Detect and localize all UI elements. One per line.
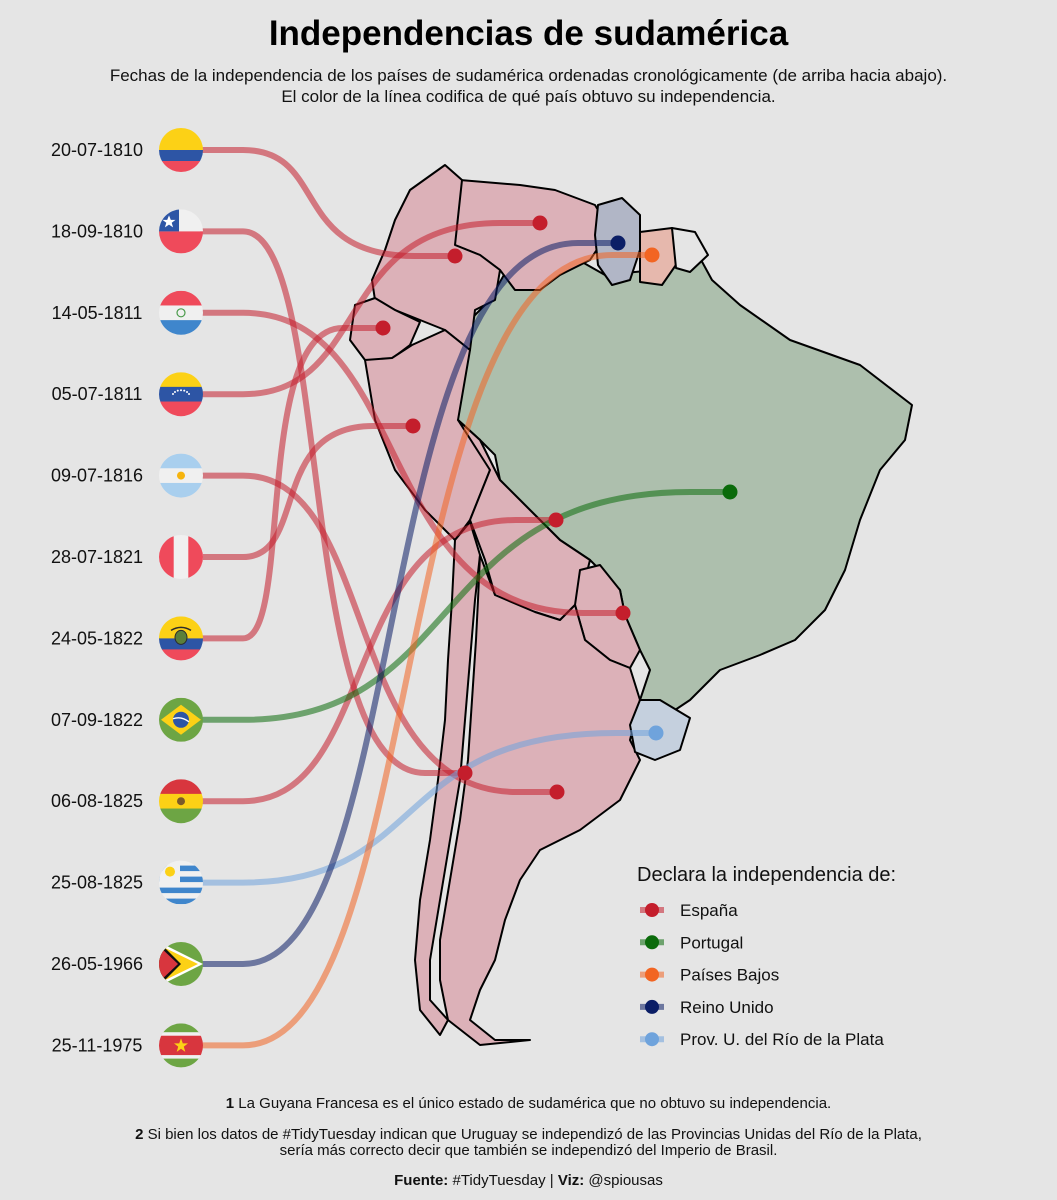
date-labels: 20-07-1810 18-09-1810 14-05-1811 05-07-1811… xyxy=(51,140,143,1055)
legend-label: Portugal xyxy=(680,933,743,952)
date-label: 07-09-1822 xyxy=(51,710,143,730)
source-label: Fuente: xyxy=(394,1172,449,1189)
legend-item: Reino Unido xyxy=(640,998,774,1017)
french-guiana-region xyxy=(671,227,709,273)
dot-colombia xyxy=(447,248,463,264)
date-label: 20-07-1810 xyxy=(51,140,143,160)
dot-bolivia xyxy=(548,512,564,528)
legend-dot xyxy=(645,903,659,917)
argentina-region xyxy=(439,554,641,1046)
legend-item: Portugal xyxy=(640,933,743,952)
independence-links xyxy=(200,147,733,1049)
link-suriname xyxy=(200,252,655,1049)
dot-paraguay xyxy=(615,605,631,621)
venezuela-flag xyxy=(159,372,203,417)
date-label: 14-05-1811 xyxy=(52,303,143,323)
footnote-2-text-a: Si bien los datos de #TidyTuesday indica… xyxy=(147,1126,922,1143)
dot-venezuela xyxy=(532,215,548,231)
link-venezuela xyxy=(200,220,543,398)
dot-argentina xyxy=(549,784,565,800)
link-paraguay xyxy=(200,309,626,616)
paraguay-flag xyxy=(159,290,203,335)
suriname-flag xyxy=(159,1023,203,1068)
dot-suriname xyxy=(644,247,660,263)
guyana-flag xyxy=(159,942,203,986)
credits-separator: | xyxy=(549,1172,554,1189)
date-label: 25-08-1825 xyxy=(51,873,143,893)
legend-label: Prov. U. del Río de la Plata xyxy=(680,1030,884,1049)
link-ecuador xyxy=(200,325,386,642)
peru-flag xyxy=(159,535,203,579)
legend-label: Países Bajos xyxy=(680,966,779,985)
flags xyxy=(159,128,203,1068)
link-guyana xyxy=(200,240,621,967)
legend-label: España xyxy=(680,901,738,920)
subtitle-line-2: El color de la línea codifica de qué paí… xyxy=(281,87,776,106)
south-america-map xyxy=(349,164,913,1046)
date-label: 06-08-1825 xyxy=(51,791,143,811)
viz-value: @spiousas xyxy=(588,1172,663,1189)
legend-label: Reino Unido xyxy=(680,998,774,1017)
legend-item: Prov. U. del Río de la Plata xyxy=(640,1030,884,1049)
legend: Declara la independencia de: España Portug… xyxy=(637,864,896,1049)
footnote-1-text: La Guyana Francesa es el único estado de… xyxy=(238,1095,832,1112)
legend-dot xyxy=(645,999,659,1014)
footnote-1-number: 1 xyxy=(225,1095,235,1112)
dot-peru xyxy=(405,418,421,434)
dot-chile xyxy=(457,765,473,781)
link-colombia xyxy=(200,147,458,259)
subtitle-line-1: Fechas de la independencia de los países… xyxy=(109,66,948,85)
date-label: 05-07-1811 xyxy=(52,384,143,404)
link-uruguay xyxy=(200,730,659,886)
credits: Fuente: #TidyTuesday | Viz: @spiousas xyxy=(0,1172,1057,1189)
footnote-2: 2 Si bien los datos de #TidyTuesday indi… xyxy=(0,1126,1057,1143)
dot-brazil xyxy=(722,484,738,500)
bolivia-flag xyxy=(159,779,203,824)
ecuador-flag xyxy=(159,616,203,661)
footnote-2-cont: sería más correcto decir que también se … xyxy=(279,1142,778,1159)
dot-ecuador xyxy=(375,320,391,336)
legend-item: España xyxy=(640,901,738,920)
brazil-flag xyxy=(159,697,203,742)
link-brazil xyxy=(200,489,733,723)
dot-uruguay xyxy=(648,725,664,741)
legend-item: Países Bajos xyxy=(640,966,779,985)
legend-dot xyxy=(645,1032,659,1047)
legend-dot xyxy=(645,935,659,950)
chile-flag xyxy=(159,209,203,254)
legend-dot xyxy=(645,967,659,982)
date-label: 25-11-1975 xyxy=(52,1035,143,1055)
uruguay-flag xyxy=(159,860,203,905)
country-dots xyxy=(375,215,738,800)
date-label: 28-07-1821 xyxy=(51,547,143,567)
argentina-flag xyxy=(159,453,203,498)
viz-label: Viz: xyxy=(557,1172,585,1189)
page-title: Independencias de sudamérica xyxy=(268,14,789,53)
footnote-1: 1 La Guyana Francesa es el único estado … xyxy=(0,1095,1057,1112)
colombia-flag xyxy=(159,128,203,172)
date-label: 18-09-1810 xyxy=(51,221,143,241)
date-label: 09-07-1816 xyxy=(51,466,143,486)
legend-title: Declara la independencia de: xyxy=(637,864,896,886)
footnote-2-number: 2 xyxy=(135,1126,144,1143)
date-label: 24-05-1822 xyxy=(51,628,143,648)
date-label: 26-05-1966 xyxy=(51,954,143,974)
link-peru xyxy=(200,423,416,560)
link-chile xyxy=(200,228,468,776)
dot-guyana xyxy=(610,235,626,251)
link-bolivia xyxy=(200,517,559,805)
source-value: #TidyTuesday xyxy=(452,1172,546,1189)
